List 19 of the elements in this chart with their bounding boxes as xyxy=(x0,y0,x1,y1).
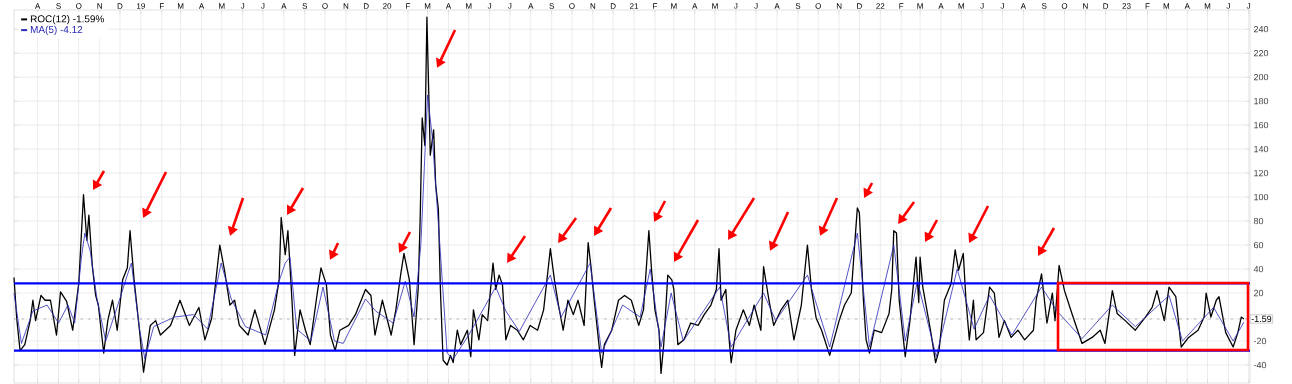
y-tick-label: 120 xyxy=(1254,169,1269,177)
line-series xyxy=(13,16,1245,375)
y-tick-label: 20 xyxy=(1253,289,1264,297)
y-tick-label: -20 xyxy=(1253,337,1267,345)
y-tick-label: 220 xyxy=(1253,49,1269,57)
y-tick-label: 80 xyxy=(1253,217,1264,225)
legend-label: ROC(12) -1.59% xyxy=(30,15,104,25)
legend-label: MA(5) -4.12 xyxy=(30,25,83,36)
y-tick-label: 60 xyxy=(1253,241,1264,249)
y-tick-label: 100 xyxy=(1254,193,1269,201)
y-tick-label: -40 xyxy=(1253,361,1267,369)
y-tick-label: 40 xyxy=(1253,265,1264,273)
y-tick-label: 160 xyxy=(1254,121,1269,129)
y-tick-label: 180 xyxy=(1254,97,1269,105)
y-tick-label: 240 xyxy=(1253,26,1269,33)
y-tick-label: 200 xyxy=(1253,73,1269,81)
line-series xyxy=(13,94,1245,360)
y-tick-label: 140 xyxy=(1254,145,1269,153)
ref-line-label: -1.59 xyxy=(1251,315,1272,323)
